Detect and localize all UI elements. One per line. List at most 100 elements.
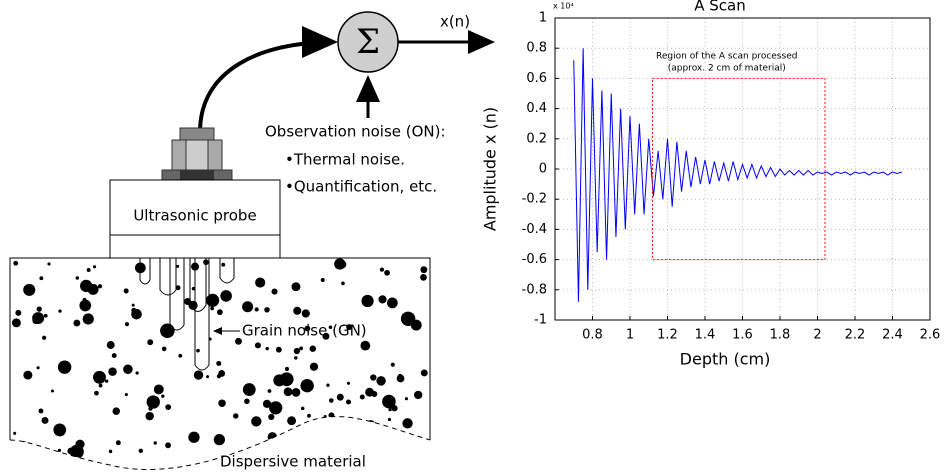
grain [39,276,44,281]
grain [106,341,115,349]
grain [193,370,204,380]
grain [123,364,133,375]
grain [115,440,121,446]
x-tick-label: 0.8 [582,328,603,343]
grain [73,319,81,327]
grain [53,423,67,437]
grain [402,418,413,429]
y-multiplier: x 10⁴ [553,2,574,11]
grain [98,383,103,388]
grain [213,434,226,446]
grain [80,279,93,293]
grain [309,345,317,352]
grain [379,267,385,272]
grain [291,387,301,397]
grain [299,346,304,351]
grain [386,445,396,455]
grain [284,366,290,371]
grain [341,281,345,286]
grain [145,411,154,421]
grain [178,353,183,358]
grain [416,450,430,465]
grain [283,387,293,397]
grain [269,401,283,415]
y-tick-label: 0.6 [526,71,547,86]
grain [326,383,330,387]
grains [11,258,430,470]
grain [365,444,369,448]
grain [63,454,68,459]
grain [293,306,302,315]
grain [148,406,153,411]
grain [271,288,278,295]
grain [216,309,223,316]
grain [322,332,330,340]
grain [131,303,135,307]
grain [131,308,142,320]
grain [15,309,22,316]
grain [41,416,49,424]
grain [388,407,392,412]
grain [218,399,226,408]
grain [36,366,40,370]
wave-paths [139,258,235,371]
grain [191,286,196,291]
grain [86,267,91,272]
x-tick-label: 1 [626,328,634,343]
grain [161,394,165,398]
y-tick-label: 0.4 [526,101,547,116]
grain [359,394,365,400]
grain [360,340,371,351]
grain [92,265,97,269]
grain [218,370,226,377]
grain [82,313,94,325]
grain [300,406,305,411]
grain [47,262,51,266]
grain [124,322,130,327]
grain [57,360,72,374]
grain [108,449,113,454]
grain [384,269,390,276]
x-tick-label: 2 [813,328,821,343]
grain [111,353,117,359]
grain [293,347,301,355]
grain [160,323,175,339]
grain [404,397,409,401]
grain [345,399,351,405]
grain [188,431,200,443]
grain [337,427,347,437]
y-tick-label: 0.2 [526,131,547,146]
grain [210,306,214,311]
grain [386,297,398,309]
grain [255,277,266,288]
grain [279,372,294,387]
grain [123,288,129,294]
grain [23,283,36,296]
grain [165,404,172,411]
grain [346,381,351,385]
grain [262,399,272,409]
grain [57,448,62,453]
grain [289,428,301,441]
grain [138,448,143,454]
grain [304,325,311,332]
grain [380,452,388,460]
grain [235,337,242,345]
grain [300,379,314,393]
grain [175,285,181,291]
grain [254,342,261,349]
grain [42,335,47,340]
grain [162,330,167,335]
x-tick-label: 2.4 [882,328,903,343]
x-tick-label: 2.6 [920,328,941,343]
grain [13,447,18,452]
grain [79,299,92,312]
grain [147,339,154,346]
noise-item: •Thermal noise. [285,151,405,169]
probe-signal-arrow [198,26,338,133]
grain [328,398,334,403]
grain [23,370,33,380]
probe-base [109,234,281,259]
grain [301,309,310,318]
